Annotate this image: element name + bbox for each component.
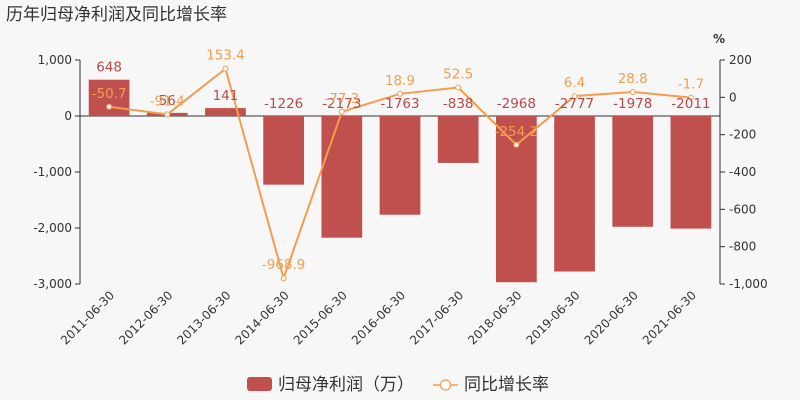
- bar: [437, 116, 479, 163]
- bar: [496, 116, 537, 283]
- right-tick-label: 200: [729, 53, 752, 67]
- bar-data-label: -838: [443, 96, 474, 112]
- x-tick-label: 2013-06-30: [174, 288, 233, 347]
- right-tick-label: -600: [729, 202, 756, 216]
- line-point: [687, 94, 694, 101]
- x-tick-label: 2018-06-30: [465, 288, 524, 347]
- bar-data-label: 141: [213, 88, 239, 104]
- line-data-label: 28.8: [618, 71, 648, 87]
- left-tick-label: -1,000: [33, 165, 72, 179]
- x-tick-label: 2011-06-30: [58, 288, 117, 347]
- x-tick-label: 2021-06-30: [640, 288, 699, 347]
- x-tick-label: 2015-06-30: [291, 288, 350, 347]
- line-point: [397, 90, 403, 97]
- x-tick-label: 2019-06-30: [523, 288, 582, 347]
- bar-data-label: -2968: [497, 96, 536, 112]
- left-tick-label: -3,000: [33, 277, 72, 291]
- right-axis-unit: %: [713, 32, 725, 46]
- right-tick-label: -800: [729, 240, 756, 254]
- right-tick-label: 0: [729, 90, 737, 104]
- bar: [88, 79, 130, 116]
- right-tick-label: -200: [729, 128, 756, 142]
- bar-data-label: -2011: [671, 96, 710, 112]
- line-data-label: 52.5: [443, 67, 473, 83]
- right-tick-label: -400: [729, 165, 756, 179]
- line-data-label: 18.9: [385, 73, 415, 89]
- left-tick-label: -2,000: [33, 221, 72, 235]
- line-data-label: -91.4: [150, 93, 185, 109]
- bar: [612, 116, 654, 227]
- bar: [554, 116, 595, 272]
- line-point: [338, 108, 345, 115]
- bar-data-label: -1763: [380, 96, 419, 112]
- x-tick-label: 2014-06-30: [233, 288, 292, 347]
- legend-line-marker-icon: [439, 379, 452, 391]
- data-labels: 648 56 141 -1226 -2173 -1763 -838 -2968 -2777 -19…: [92, 48, 711, 273]
- x-tick-label: 2020-06-30: [582, 288, 641, 347]
- legend-line-label: 同比增长率: [464, 375, 549, 395]
- bar-data-label: -1978: [613, 96, 652, 112]
- line-point: [513, 141, 520, 148]
- line-series: [106, 65, 694, 282]
- bar-data-label: -1226: [264, 96, 303, 112]
- legend-bar-label: 归母净利润（万）: [278, 375, 414, 395]
- line-data-label: -254.2: [495, 124, 539, 140]
- legend-bar-swatch: [247, 377, 272, 391]
- chart-title: 历年归母净利润及同比增长率: [6, 5, 227, 25]
- bar: [205, 108, 246, 116]
- bar: [263, 116, 304, 185]
- right-tick-label: -1,000: [729, 277, 768, 291]
- line-data-label: -968.9: [262, 257, 306, 273]
- line-point: [629, 88, 636, 95]
- bar: [670, 116, 712, 229]
- bar-data-label: -2173: [322, 96, 361, 112]
- line-data-label: 153.4: [206, 48, 245, 64]
- x-tick-label: 2016-06-30: [349, 288, 408, 347]
- line-point: [280, 275, 287, 282]
- line-point: [455, 84, 462, 91]
- line-point: [222, 65, 229, 72]
- line-point: [106, 103, 113, 110]
- bar-data-label: 648: [96, 60, 122, 76]
- line-point: [164, 111, 171, 118]
- x-tick-label: 2012-06-30: [116, 288, 175, 347]
- bar-series: [88, 79, 712, 283]
- line-data-label: -50.7: [92, 86, 127, 102]
- bar-data-label: 56: [159, 93, 176, 109]
- left-tick-label: 1,000: [38, 53, 72, 67]
- x-tick-label: 2017-06-30: [407, 288, 466, 347]
- bar: [379, 116, 421, 215]
- line-data-label: -1.7: [678, 77, 704, 93]
- line-data-label: 6.4: [564, 75, 585, 91]
- bar-data-label: -2777: [555, 96, 594, 112]
- line-data-label: -77.3: [324, 91, 359, 107]
- left-tick-label: 0: [64, 109, 72, 123]
- bar: [321, 116, 363, 238]
- legend[interactable]: 归母净利润（万） 同比增长率: [247, 375, 549, 395]
- line-point: [571, 93, 578, 100]
